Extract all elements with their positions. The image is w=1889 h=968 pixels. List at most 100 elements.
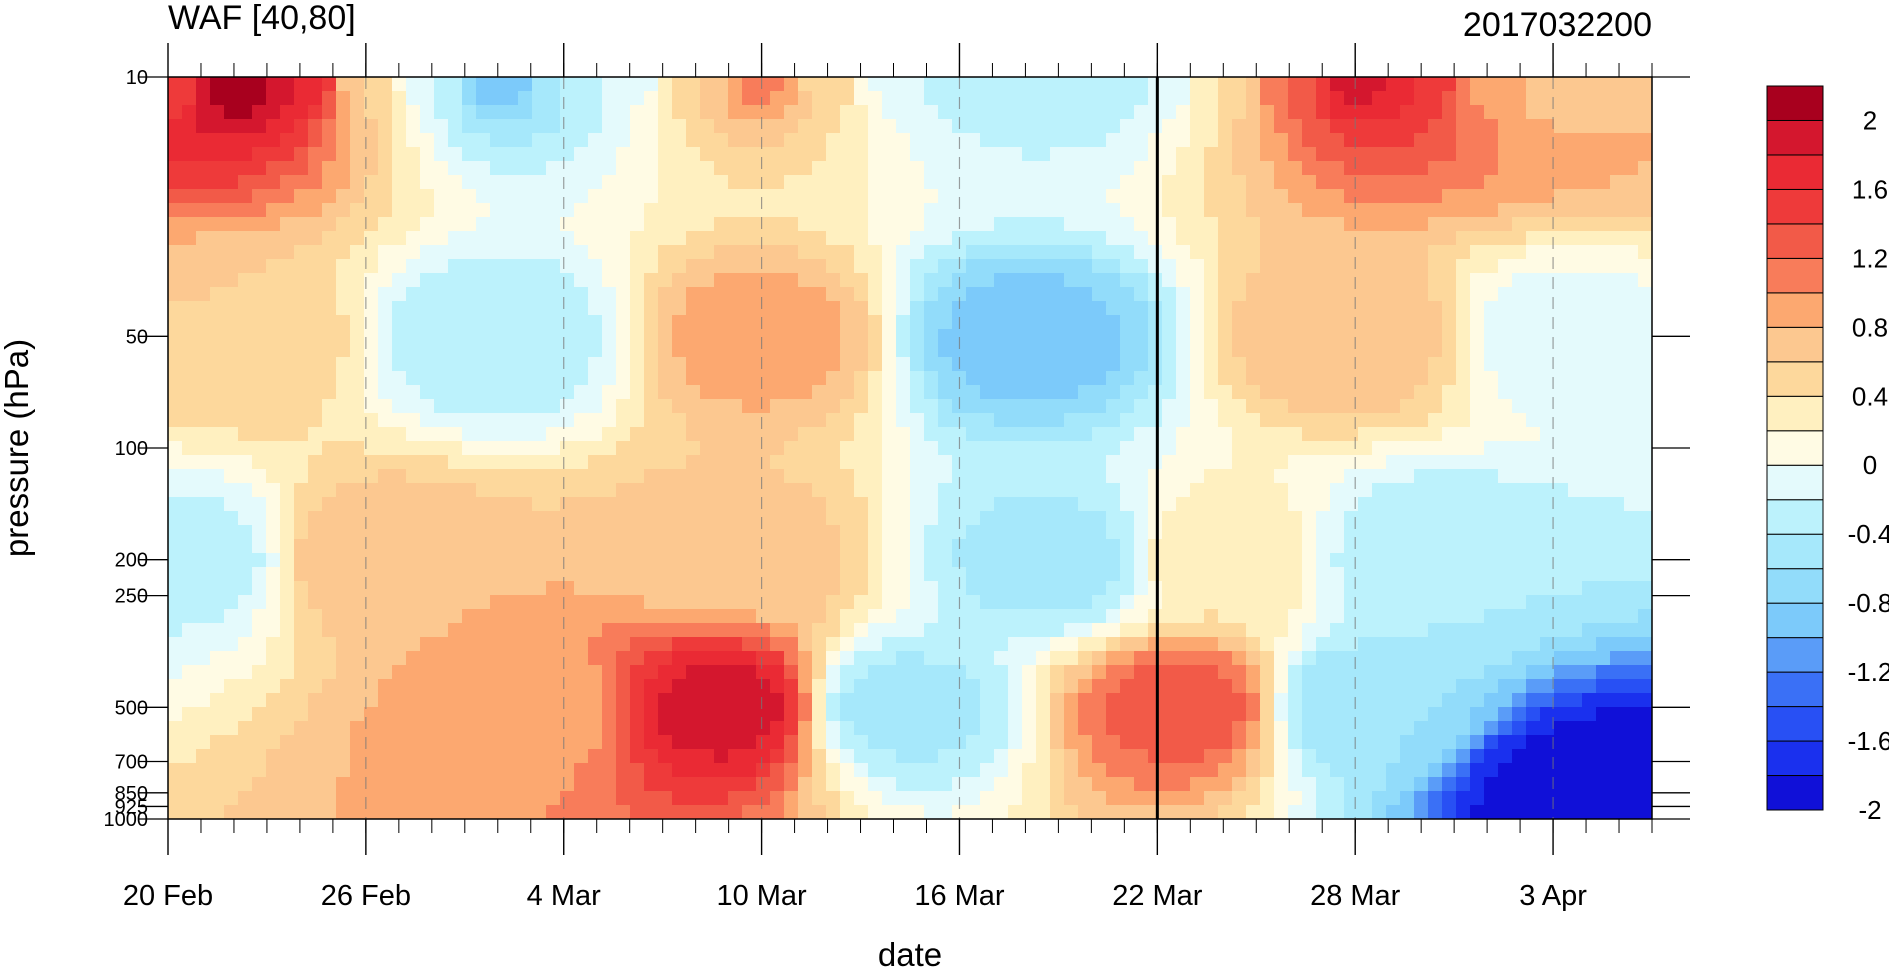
contour-cell xyxy=(868,441,883,456)
contour-cell xyxy=(700,133,715,148)
contour-cell xyxy=(980,539,995,554)
contour-cell xyxy=(616,721,631,736)
contour-cell xyxy=(1022,651,1037,666)
contour-cell xyxy=(1218,679,1233,694)
contour-cell xyxy=(532,315,547,330)
contour-cell xyxy=(672,525,687,540)
contour-cell xyxy=(574,609,589,624)
contour-cell xyxy=(182,553,197,568)
contour-cell xyxy=(1050,539,1065,554)
contour-cell xyxy=(1218,609,1233,624)
contour-cell xyxy=(350,581,365,596)
contour-cell xyxy=(1330,315,1345,330)
contour-cell xyxy=(924,441,939,456)
contour-cell xyxy=(854,399,869,414)
contour-cell xyxy=(308,413,323,428)
contour-cell xyxy=(1596,469,1611,484)
contour-cell xyxy=(462,399,477,414)
contour-cell xyxy=(1232,147,1247,162)
contour-cell xyxy=(1638,329,1652,344)
contour-cell xyxy=(546,511,561,526)
contour-cell xyxy=(1190,581,1205,596)
contour-cell xyxy=(238,623,253,638)
contour-cell xyxy=(826,287,841,302)
contour-cell xyxy=(1610,679,1625,694)
contour-cell xyxy=(266,77,281,92)
contour-cell xyxy=(490,441,505,456)
contour-cell xyxy=(1162,259,1177,274)
contour-cell xyxy=(1274,175,1289,190)
contour-cell xyxy=(196,483,211,498)
contour-cell xyxy=(826,623,841,638)
contour-cell xyxy=(1190,371,1205,386)
contour-cell xyxy=(490,427,505,442)
contour-cell xyxy=(1092,651,1107,666)
contour-cell xyxy=(840,497,855,512)
contour-cell xyxy=(714,105,729,120)
contour-cell xyxy=(1470,91,1485,106)
contour-cell xyxy=(1148,721,1163,736)
contour-cell xyxy=(1400,315,1415,330)
contour-cell xyxy=(1344,665,1359,680)
contour-cell xyxy=(1498,441,1513,456)
contour-cell xyxy=(826,357,841,372)
contour-cell xyxy=(826,315,841,330)
contour-cell xyxy=(910,315,925,330)
contour-cell xyxy=(574,665,589,680)
contour-cell xyxy=(1624,273,1639,288)
contour-cell xyxy=(1386,147,1401,162)
contour-cell xyxy=(1232,343,1247,358)
contour-cell xyxy=(364,399,379,414)
contour-cell xyxy=(378,161,393,176)
contour-cell xyxy=(322,301,337,316)
contour-cell xyxy=(1498,371,1513,386)
contour-cell xyxy=(938,105,953,120)
contour-cell xyxy=(182,623,197,638)
contour-cell xyxy=(938,581,953,596)
contour-cell xyxy=(938,721,953,736)
contour-cell xyxy=(1442,399,1457,414)
contour-cell xyxy=(1218,665,1233,680)
contour-cell xyxy=(476,679,491,694)
contour-cell xyxy=(1428,595,1443,610)
contour-cell xyxy=(1638,651,1652,666)
contour-cell xyxy=(1064,371,1079,386)
contour-cell xyxy=(1358,469,1373,484)
contour-cell xyxy=(462,427,477,442)
contour-cell xyxy=(854,105,869,120)
contour-cell xyxy=(1456,91,1471,106)
contour-cell xyxy=(182,231,197,246)
contour-cell xyxy=(938,637,953,652)
contour-cell xyxy=(210,343,225,358)
contour-cell xyxy=(532,161,547,176)
contour-cell xyxy=(182,119,197,134)
contour-cell xyxy=(994,441,1009,456)
contour-cell xyxy=(644,133,659,148)
contour-cell xyxy=(840,203,855,218)
contour-cell xyxy=(378,91,393,106)
contour-cell xyxy=(1022,553,1037,568)
contour-cell xyxy=(1134,539,1149,554)
contour-cell xyxy=(1470,119,1485,134)
contour-cell xyxy=(924,147,939,162)
contour-cell xyxy=(1568,203,1583,218)
contour-cell xyxy=(714,469,729,484)
contour-cell xyxy=(700,189,715,204)
contour-cell xyxy=(1232,623,1247,638)
contour-cell xyxy=(1596,273,1611,288)
contour-cell xyxy=(644,189,659,204)
contour-cell xyxy=(1064,693,1079,708)
contour-cell xyxy=(504,315,519,330)
contour-cell xyxy=(672,217,687,232)
contour-cell xyxy=(1036,413,1051,428)
contour-cell xyxy=(1218,455,1233,470)
contour-cell xyxy=(1246,455,1261,470)
contour-cell xyxy=(798,105,813,120)
contour-cell xyxy=(1134,469,1149,484)
contour-cell xyxy=(742,553,757,568)
contour-cell xyxy=(784,245,799,260)
contour-cell xyxy=(294,581,309,596)
contour-cell xyxy=(378,259,393,274)
contour-cell xyxy=(1288,189,1303,204)
contour-cell xyxy=(336,665,351,680)
